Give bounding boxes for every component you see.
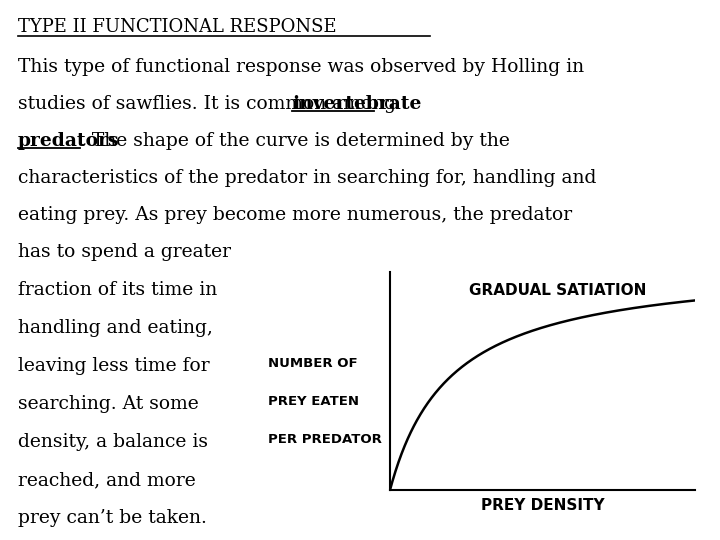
Text: has to spend a greater: has to spend a greater (18, 243, 231, 261)
Text: predators: predators (18, 132, 120, 150)
X-axis label: PREY DENSITY: PREY DENSITY (481, 498, 604, 514)
Text: characteristics of the predator in searching for, handling and: characteristics of the predator in searc… (18, 169, 596, 187)
Text: PREY EATEN: PREY EATEN (268, 395, 359, 408)
Text: searching. At some: searching. At some (18, 395, 199, 413)
Text: TYPE II FUNCTIONAL RESPONSE: TYPE II FUNCTIONAL RESPONSE (18, 18, 337, 36)
Text: leaving less time for: leaving less time for (18, 357, 210, 375)
Text: density, a balance is: density, a balance is (18, 433, 208, 451)
Text: prey can’t be taken.: prey can’t be taken. (18, 509, 207, 527)
Text: invertebrate: invertebrate (292, 95, 421, 113)
Text: GRADUAL SATIATION: GRADUAL SATIATION (469, 283, 647, 298)
Text: This type of functional response was observed by Holling in: This type of functional response was obs… (18, 58, 584, 76)
Text: handling and eating,: handling and eating, (18, 319, 213, 337)
Text: studies of sawflies. It is common among: studies of sawflies. It is common among (18, 95, 402, 113)
Text: . The shape of the curve is determined by the: . The shape of the curve is determined b… (80, 132, 510, 150)
Text: PER PREDATOR: PER PREDATOR (268, 433, 382, 446)
Text: eating prey. As prey become more numerous, the predator: eating prey. As prey become more numerou… (18, 206, 572, 224)
Text: NUMBER OF: NUMBER OF (268, 357, 358, 370)
Text: fraction of its time in: fraction of its time in (18, 281, 217, 299)
Text: reached, and more: reached, and more (18, 471, 196, 489)
